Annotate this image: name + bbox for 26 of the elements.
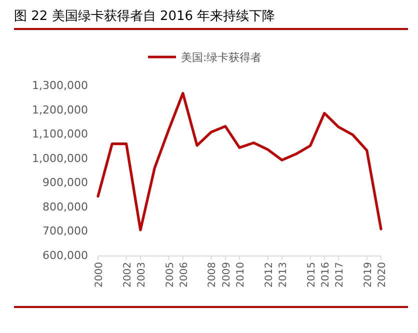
y-tick-label: 1,200,000 <box>32 103 88 116</box>
y-tick-label: 900,000 <box>42 176 88 190</box>
x-tick-label: 2015 <box>306 262 318 288</box>
x-tick-label: 2016 <box>320 262 332 288</box>
legend-label: 美国:绿卡获得者 <box>181 51 262 64</box>
y-tick-label: 1,000,000 <box>32 152 88 165</box>
x-tick-label: 2012 <box>264 262 275 288</box>
y-tick-label: 1,300,000 <box>32 79 88 92</box>
x-tick-label: 2002 <box>122 262 134 288</box>
line-series <box>96 92 382 232</box>
y-tick-label: 700,000 <box>42 224 88 238</box>
x-tick-label: 2003 <box>136 262 148 288</box>
x-tick-label: 2010 <box>236 262 246 288</box>
x-tick-label: 2006 <box>178 262 190 288</box>
x-tick-label: 2000 <box>94 262 105 288</box>
y-tick-label: 1,100,000 <box>32 128 88 141</box>
y-tick-label: 800,000 <box>42 200 88 214</box>
x-tick-label: 2019 <box>362 262 374 288</box>
x-tick-label: 2009 <box>221 262 232 288</box>
chart-title: 图 22 美国绿卡获得者自 2016 年来持续下降 <box>14 8 276 24</box>
x-tick-label: 2020 <box>377 262 388 288</box>
y-tick-label: 600,000 <box>42 249 88 262</box>
x-tick-label: 2008 <box>207 262 218 288</box>
x-tick-label: 2017 <box>334 262 346 288</box>
x-tick-label: 2013 <box>278 262 289 288</box>
x-tick-label: 2005 <box>164 262 176 288</box>
